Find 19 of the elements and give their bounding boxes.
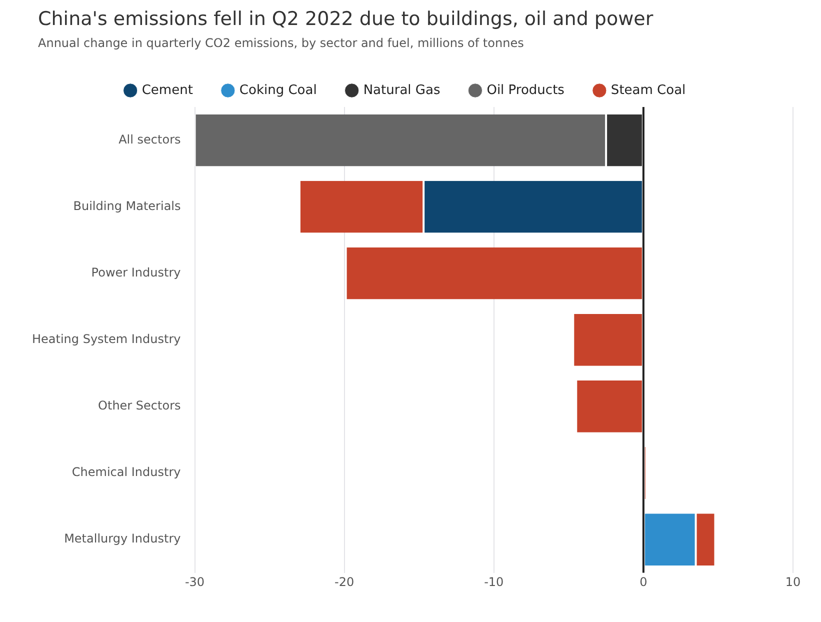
y-tick-label: Heating System Industry — [32, 332, 181, 346]
x-tick-label: -30 — [184, 575, 205, 590]
legend-label: Oil Products — [486, 82, 565, 98]
y-tick-label: Power Industry — [91, 265, 181, 280]
x-tick-label: -10 — [484, 575, 504, 590]
y-tick-label: Other Sectors — [98, 398, 181, 413]
y-tick-label: Metallurgy Industry — [64, 532, 181, 546]
x-tick-label: 0 — [640, 575, 648, 590]
legend-label: Coking Coal — [239, 82, 317, 98]
y-tick-label: All sectors — [118, 132, 181, 146]
y-tick-label: Building Materials — [73, 198, 181, 213]
chart-title: China's emissions fell in Q2 2022 due to buildings, oil and power — [38, 8, 654, 30]
y-tick-label: Chemical Industry — [72, 465, 181, 480]
legend-label: Cement — [142, 82, 193, 98]
x-tick-label: -20 — [334, 575, 354, 590]
x-tick-label: 10 — [785, 575, 801, 590]
chart-subtitle: Annual change in quarterly CO2 emissions, by sector and fuel, millions of tonnes — [38, 36, 525, 50]
legend-label: Steam Coal — [610, 82, 686, 98]
legend-label: Natural Gas — [363, 82, 440, 98]
